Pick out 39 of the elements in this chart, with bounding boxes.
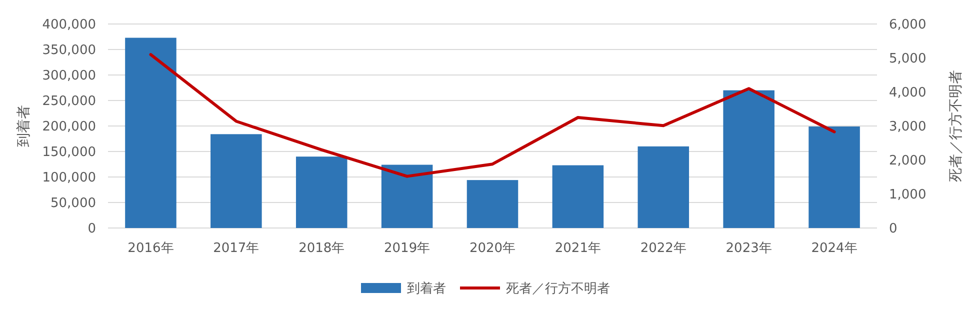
y-tick-label: 50,000 — [50, 196, 96, 212]
y2-axis-title: 死者／行方不明者 — [948, 70, 964, 182]
bar — [466, 180, 518, 228]
y2-tick-label: 4,000 — [889, 86, 926, 101]
legend-label: 死者／行方不明者 — [506, 280, 610, 297]
x-tick-label: 2017年 — [213, 241, 260, 256]
x-tick-label: 2018年 — [298, 241, 345, 256]
bar — [381, 164, 433, 228]
bar — [723, 90, 774, 228]
y-tick-label: 250,000 — [42, 94, 96, 110]
y2-tick-label: 0 — [889, 222, 898, 237]
bar — [808, 126, 860, 228]
x-tick-label: 2021年 — [554, 241, 601, 256]
bar — [296, 156, 348, 228]
y-tick-label: 200,000 — [42, 120, 96, 135]
y-tick-label: 400,000 — [42, 18, 96, 33]
y-tick-label: 350,000 — [42, 43, 96, 58]
y2-tick-label: 6,000 — [889, 18, 926, 33]
bar — [638, 146, 690, 228]
y-tick-label: 150,000 — [42, 145, 96, 160]
y-tick-label: 300,000 — [42, 68, 96, 84]
y-tick-label: 0 — [88, 222, 96, 237]
y-axis-title: 到着者 — [16, 105, 32, 147]
y-tick-label: 100,000 — [42, 170, 96, 186]
bar — [552, 165, 604, 228]
x-tick-label: 2016年 — [128, 241, 174, 256]
bar — [210, 134, 262, 228]
y2-tick-label: 1,000 — [889, 188, 926, 203]
y2-tick-label: 2,000 — [889, 154, 926, 169]
x-tick-label: 2019年 — [384, 241, 430, 256]
y2-tick-label: 5,000 — [889, 52, 926, 67]
x-tick-label: 2024年 — [811, 241, 858, 256]
x-tick-label: 2020年 — [469, 241, 516, 256]
x-tick-label: 2022年 — [640, 241, 686, 256]
bar — [125, 38, 176, 228]
y2-tick-label: 3,000 — [889, 120, 926, 135]
x-tick-label: 2023年 — [726, 241, 772, 256]
line-series — [149, 53, 836, 178]
legend-label: 到着者 — [407, 280, 446, 297]
